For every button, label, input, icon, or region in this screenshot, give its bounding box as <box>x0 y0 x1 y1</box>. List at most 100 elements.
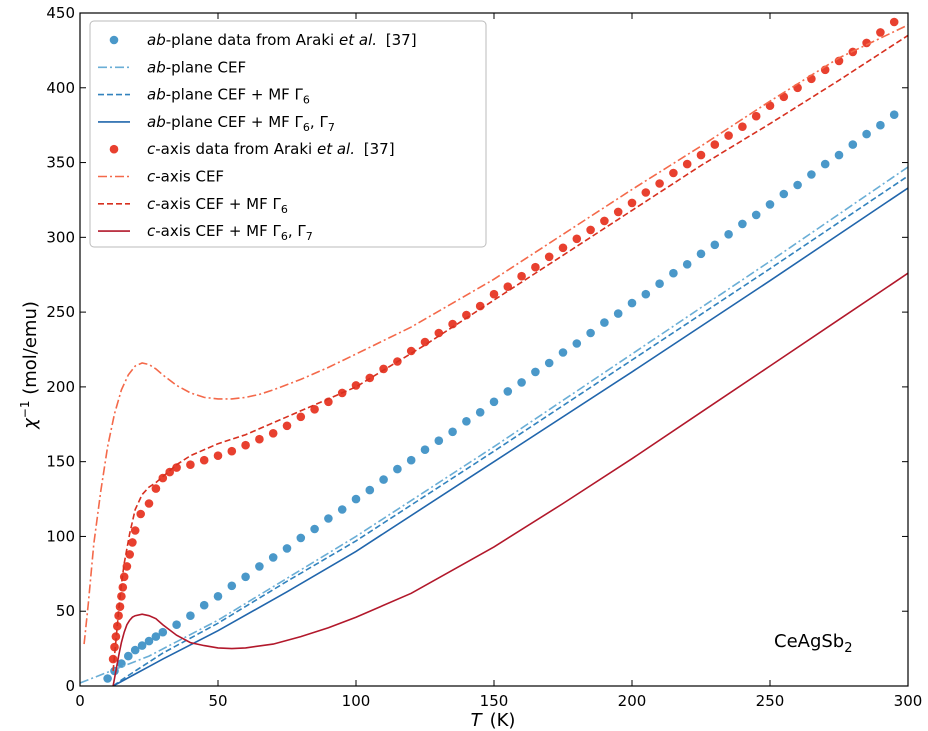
series-4-point <box>572 234 582 244</box>
legend-entry: c-axis data from Araki et al. [37] <box>109 140 395 158</box>
series-0-point <box>151 632 161 641</box>
legend-entry: c-axis CEF <box>98 168 224 186</box>
series-0-point <box>324 514 333 523</box>
legend-entry: ab-plane CEF <box>98 58 246 76</box>
x-axis-unit: (K) <box>490 710 516 731</box>
series-0-point <box>144 636 154 646</box>
legend-label: ab-plane data from Araki et al. [37] <box>147 31 417 49</box>
series-0-point <box>848 140 858 149</box>
series-2-line <box>112 175 908 686</box>
series-7-line <box>112 272 908 686</box>
series-4-point <box>117 592 126 601</box>
series-0-point <box>738 219 747 229</box>
series-0-point <box>241 572 250 582</box>
y-axis-label: χ−1 (mol/emu) <box>18 301 41 430</box>
series-0-point <box>172 620 181 629</box>
series-4-point <box>544 252 554 262</box>
series-4-point <box>255 434 264 444</box>
series-0-point <box>517 378 526 387</box>
series-4-point <box>118 583 128 592</box>
series-4-point <box>172 463 181 472</box>
series-0-point <box>296 533 306 543</box>
series-0-point <box>448 427 457 437</box>
y-axis-base: χ <box>20 417 41 430</box>
legend-entry: ab-plane CEF + MF Γ6 <box>98 86 310 107</box>
legend-label: c-axis data from Araki et al. [37] <box>147 140 395 158</box>
y-tick-label: 100 <box>46 527 75 545</box>
series-0-point <box>137 641 147 650</box>
series-4-point <box>738 122 747 131</box>
series-0-point <box>889 110 899 119</box>
series-0-point <box>282 544 292 553</box>
series-0-point <box>268 553 278 562</box>
y-tick-label: 300 <box>46 228 75 246</box>
series-0-point <box>158 627 168 637</box>
x-tick-label: 300 <box>894 692 923 710</box>
y-tick-label: 250 <box>46 303 75 321</box>
series-4-point <box>310 405 319 414</box>
series-4-point <box>144 499 154 508</box>
series-0-point <box>876 120 885 130</box>
series-0-point <box>103 674 112 683</box>
axis-ticks: 0 50 100 150 200 250 300 0 50 100 150 200 250 300 350 4… <box>46 4 922 710</box>
series-4-point <box>110 642 119 652</box>
series-0-point <box>820 159 830 169</box>
legend-box <box>89 20 487 248</box>
series-0-point <box>613 309 623 318</box>
series-0-point <box>365 485 375 495</box>
series-4-point <box>151 484 161 493</box>
legend-entry: ab-plane data from Araki et al. [37] <box>109 31 417 49</box>
x-tick-label: 150 <box>480 692 509 710</box>
legend-label: ab-plane CEF + MF Γ6 <box>147 86 310 107</box>
legend-entry: ab-plane CEF + MF Γ6, Γ7 <box>98 113 335 134</box>
legend-label: c-axis CEF <box>147 168 224 186</box>
compound-annotation: CeAgSb2 <box>774 631 853 656</box>
series-4-point <box>710 140 720 149</box>
y-axis-sup: −1 <box>18 401 32 419</box>
series-0-point <box>420 445 430 455</box>
series-4-point <box>641 188 651 197</box>
series-4-point <box>113 621 122 631</box>
series-0-point <box>655 279 664 289</box>
series-5-line <box>83 24 908 645</box>
y-tick-label: 0 <box>65 677 75 695</box>
annotation-main: CeAgSb <box>774 631 844 652</box>
series-4-point <box>600 216 609 226</box>
series-4-point <box>122 562 132 571</box>
series-4-point <box>268 429 278 438</box>
series-4-point <box>751 111 761 121</box>
series-4-point <box>627 198 637 208</box>
series-3-line <box>112 187 908 686</box>
series-0-point <box>765 200 775 209</box>
legend-label: c-axis CEF + MF Γ6 <box>147 195 288 216</box>
series-0-point <box>600 318 609 327</box>
series-0-point <box>558 348 568 357</box>
series-0-point <box>682 260 692 269</box>
series-4-point <box>489 289 499 299</box>
series-0-point <box>710 240 720 250</box>
series-4-point <box>282 421 292 431</box>
series-0-point <box>834 150 844 160</box>
series-0-point <box>186 611 195 620</box>
series-0-point <box>807 170 816 179</box>
series-0-point <box>793 180 802 190</box>
series-0-point <box>724 230 733 239</box>
series-4-point <box>406 346 416 356</box>
series-4-point <box>115 602 125 611</box>
series-0-point <box>751 210 761 220</box>
series-0-point <box>779 189 789 199</box>
x-axis-label: T (K) <box>471 710 516 731</box>
series-4-point <box>158 473 168 483</box>
series-0-point <box>406 455 416 465</box>
series-4-point <box>862 38 871 48</box>
series-4-point <box>128 538 137 547</box>
legend-point-swatch <box>109 144 119 154</box>
series-0-point <box>351 494 361 504</box>
series-4-point <box>227 446 237 456</box>
chart-marks <box>80 17 908 686</box>
y-tick-label: 50 <box>56 602 75 620</box>
x-axis-var: T <box>471 710 484 731</box>
series-0-point <box>379 475 388 484</box>
series-0-point <box>544 358 554 368</box>
